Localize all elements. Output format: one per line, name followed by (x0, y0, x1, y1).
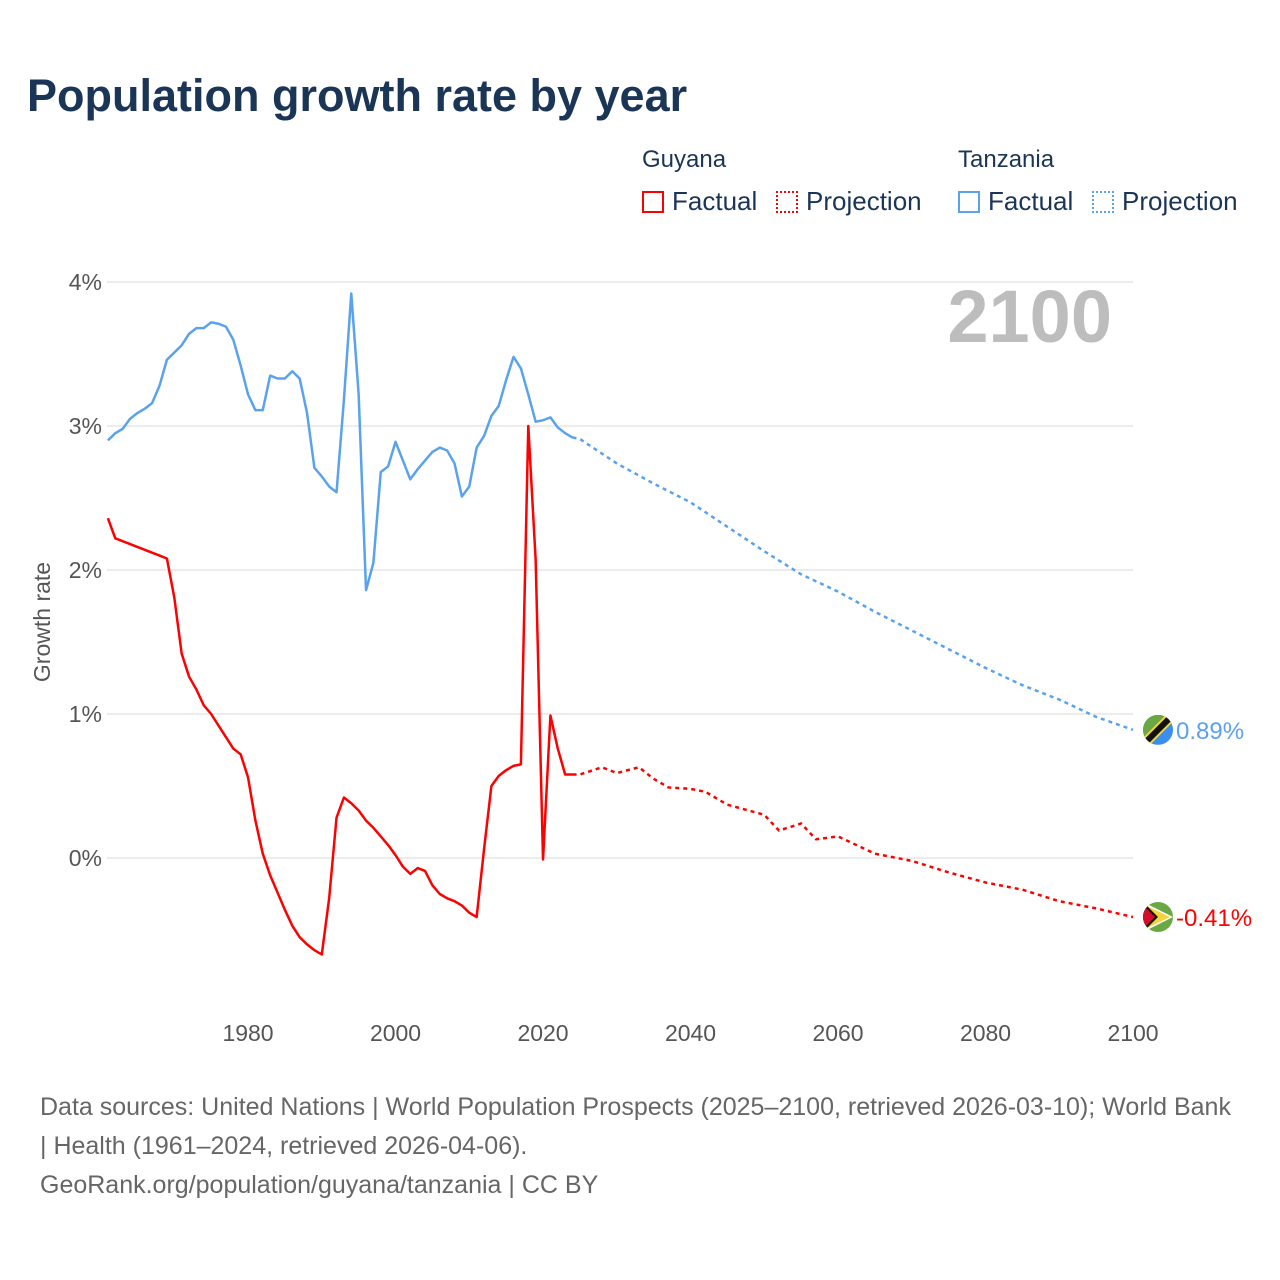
x-tick-label: 2080 (960, 1020, 1011, 1046)
legend-guyana-factual[interactable]: Factual (642, 186, 757, 217)
legend-group-guyana: Guyana (642, 146, 727, 173)
legend-tanzania-factual[interactable]: Factual (958, 186, 1073, 217)
x-tick-label: 2020 (517, 1020, 568, 1046)
series-line-tanzania-projection (572, 436, 1134, 732)
chart-title: Population growth rate by year (27, 70, 688, 121)
x-tick-label: 1980 (222, 1020, 273, 1046)
flag-tanzania-icon (1143, 714, 1173, 745)
year-label: 2100 (947, 275, 1112, 358)
series-line-guyana-factual (106, 424, 573, 956)
y-tick-label: 1% (69, 701, 102, 727)
x-tick-label: 2060 (812, 1020, 863, 1046)
end-value-label-tanzania: 0.89% (1176, 718, 1244, 745)
legend-swatch (1092, 190, 1114, 213)
x-tick-label: 2000 (370, 1020, 421, 1046)
y-tick-label: 2% (69, 557, 102, 583)
legend-tanzania-projection[interactable]: Projection (1092, 186, 1238, 217)
data-sources: Data sources: United Nations | World Pop… (40, 1093, 1231, 1160)
legend-swatch (642, 190, 664, 213)
y-tick-label: 0% (69, 845, 102, 871)
y-tick-label: 4% (69, 269, 102, 295)
y-tick-label: 3% (69, 413, 102, 439)
footer: Data sources: United Nations | World Pop… (40, 1088, 1240, 1205)
flag-guyana-icon (1143, 902, 1173, 933)
attribution-link[interactable]: GeoRank.org/population/guyana/tanzania |… (40, 1171, 599, 1199)
series-line-guyana-projection (572, 766, 1134, 919)
legend-guyana-projection[interactable]: Projection (776, 186, 922, 217)
y-axis-label: Growth rate (29, 562, 55, 682)
legend-swatch (776, 190, 798, 213)
x-tick-label: 2040 (665, 1020, 716, 1046)
end-value-label-guyana: -0.41% (1176, 905, 1252, 932)
x-tick-label: 2100 (1107, 1020, 1158, 1046)
series-line-tanzania-factual (107, 292, 574, 592)
legend-swatch (958, 190, 980, 213)
legend-group-tanzania: Tanzania (958, 146, 1055, 173)
